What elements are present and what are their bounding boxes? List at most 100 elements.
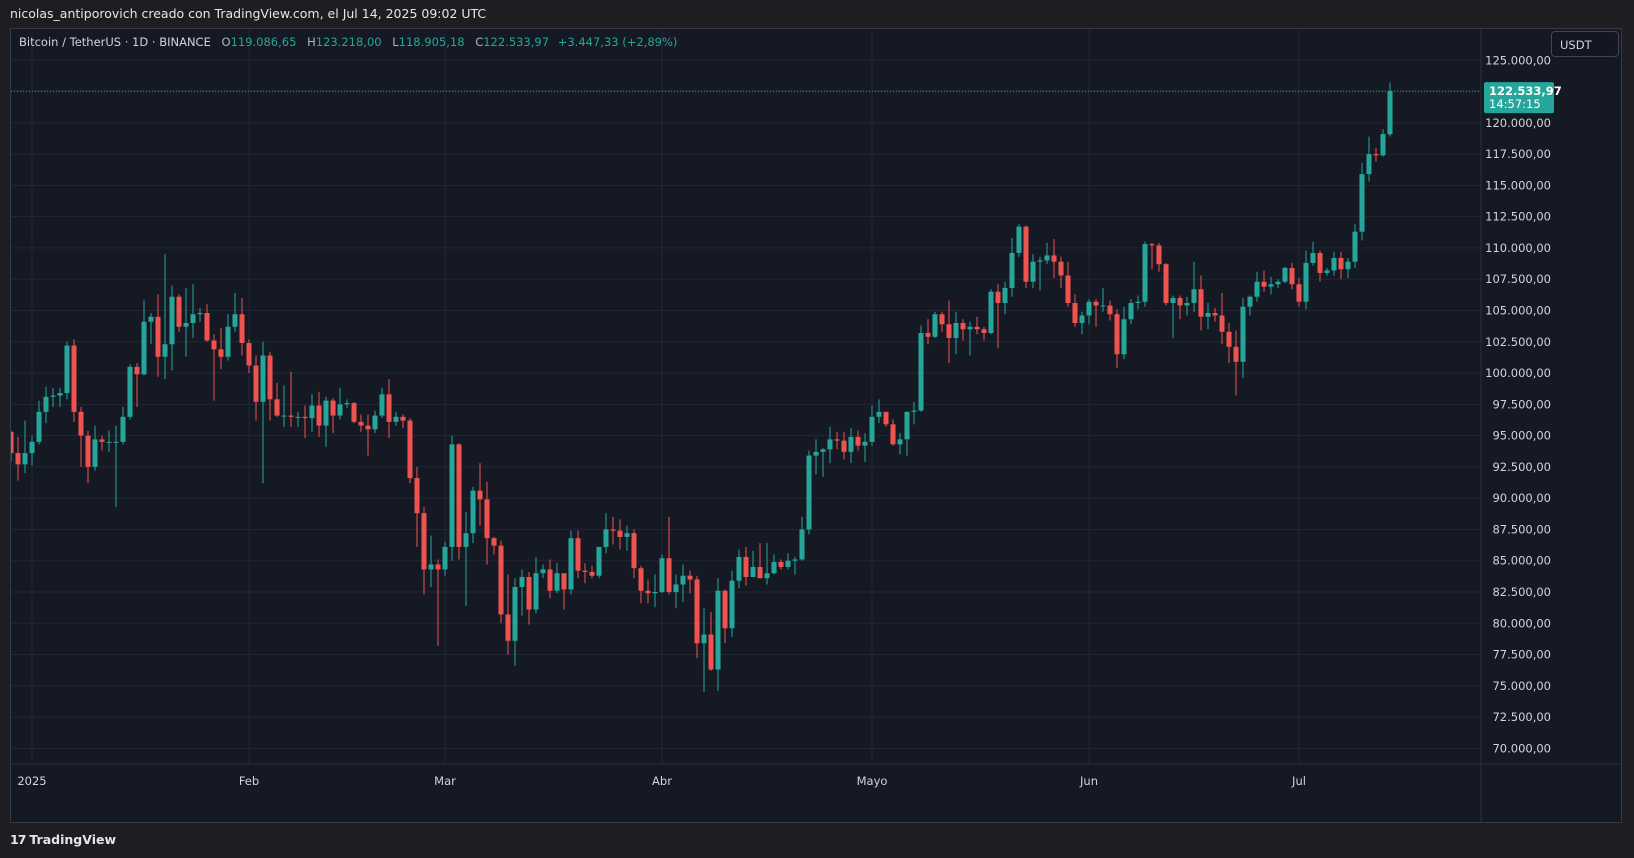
candle-body xyxy=(260,355,266,402)
legend-close-label: C xyxy=(475,35,484,49)
candle-body xyxy=(267,355,273,400)
price-axis[interactable]: 125.000,00122.500,00120.000,00117.500,00… xyxy=(1485,53,1551,755)
price-tick-label: 107.500,00 xyxy=(1485,272,1551,286)
candle-body xyxy=(715,590,721,670)
candle-body xyxy=(1275,281,1281,285)
candle xyxy=(50,388,56,407)
candle-body xyxy=(1037,260,1043,262)
candle-body xyxy=(918,333,924,411)
price-tick-label: 117.500,00 xyxy=(1485,147,1551,161)
candle-body xyxy=(1121,319,1127,355)
candle-body xyxy=(491,538,497,546)
candle xyxy=(134,363,140,407)
candle-body xyxy=(1086,301,1092,316)
last-price-tag xyxy=(1484,82,1554,114)
candle-body xyxy=(162,344,168,357)
candle-body xyxy=(1373,154,1379,156)
price-tick-label: 95.000,00 xyxy=(1492,429,1551,443)
candle xyxy=(1345,257,1351,278)
candle xyxy=(477,463,483,526)
candle-body xyxy=(1184,302,1190,306)
candle-body xyxy=(190,314,196,323)
candle xyxy=(127,364,133,420)
candle-body xyxy=(743,556,749,577)
candle xyxy=(841,431,847,460)
candle xyxy=(1051,239,1057,278)
candle-body xyxy=(610,529,616,531)
candle-body xyxy=(771,561,777,574)
candle-body xyxy=(1170,297,1176,303)
candle xyxy=(1086,299,1092,325)
candle-body xyxy=(1345,261,1351,270)
legend-symbol[interactable]: Bitcoin / TetherUS · 1D · BINANCE xyxy=(19,35,211,49)
candle xyxy=(687,570,693,594)
candle xyxy=(582,563,588,584)
candle xyxy=(1282,266,1288,283)
price-tick-label: 110.000,00 xyxy=(1485,241,1551,255)
candle-body xyxy=(421,513,427,570)
candle xyxy=(1212,307,1218,322)
candle-body xyxy=(1233,346,1239,362)
candle xyxy=(890,419,896,446)
candle-body xyxy=(1296,284,1302,302)
time-tick-label: Feb xyxy=(239,774,259,788)
time-axis[interactable]: 2025 Feb Mar Abr Mayo Jun Jul xyxy=(17,774,1306,788)
legend-close-value: 122.533,97 xyxy=(483,35,550,49)
candle-body xyxy=(974,326,980,330)
candle xyxy=(442,541,448,576)
candle xyxy=(372,410,378,434)
candle xyxy=(764,543,770,585)
candle-body xyxy=(218,349,224,357)
candle-body xyxy=(792,559,798,561)
candle-body xyxy=(960,323,966,330)
candle-body xyxy=(911,410,917,412)
candle xyxy=(925,319,931,345)
time-tick-label: Mayo xyxy=(857,774,888,788)
candle xyxy=(316,391,322,437)
candle xyxy=(211,334,217,401)
candle xyxy=(624,525,630,551)
candle-body xyxy=(1282,267,1288,282)
candle xyxy=(393,411,399,426)
chart-panel[interactable]: 125.000,00122.500,00120.000,00117.500,00… xyxy=(10,28,1622,823)
candle xyxy=(526,571,532,625)
candle xyxy=(323,396,329,447)
candle-body xyxy=(358,421,364,426)
candle xyxy=(883,411,889,427)
tradingview-logo[interactable]: 𝟭𝟳 TradingView xyxy=(10,832,116,847)
candle xyxy=(1156,242,1162,272)
candle xyxy=(64,341,70,400)
candle-body xyxy=(1051,255,1057,262)
candle-body xyxy=(106,441,112,443)
candle xyxy=(71,339,77,422)
candle-body xyxy=(799,529,805,560)
candle xyxy=(253,355,259,421)
candle xyxy=(792,556,798,575)
time-tick-label: Abr xyxy=(652,774,672,788)
candle-body xyxy=(407,420,413,479)
candle-body xyxy=(785,560,791,567)
candle xyxy=(981,326,987,341)
currency-button[interactable]: USDT xyxy=(1551,31,1619,57)
candle-body xyxy=(995,291,1001,303)
candle-body xyxy=(113,441,119,443)
candle-body xyxy=(631,533,637,569)
candle-body xyxy=(141,321,147,375)
candle xyxy=(533,556,539,614)
candle-body xyxy=(540,569,546,574)
candle xyxy=(1261,270,1267,292)
candle xyxy=(1233,330,1239,396)
candle xyxy=(1310,241,1316,266)
candle-body xyxy=(505,614,511,641)
candle xyxy=(855,430,861,451)
candle-body xyxy=(876,411,882,417)
candle xyxy=(960,319,966,341)
candle-body xyxy=(617,530,623,537)
candle-body xyxy=(85,435,91,467)
price-tick-label: 75.000,00 xyxy=(1492,679,1551,693)
candle xyxy=(1205,302,1211,330)
legend-high-label: H xyxy=(307,35,316,49)
candlestick-chart[interactable]: 125.000,00122.500,00120.000,00117.500,00… xyxy=(11,29,1621,822)
candle xyxy=(1037,256,1043,291)
candle-body xyxy=(393,416,399,422)
